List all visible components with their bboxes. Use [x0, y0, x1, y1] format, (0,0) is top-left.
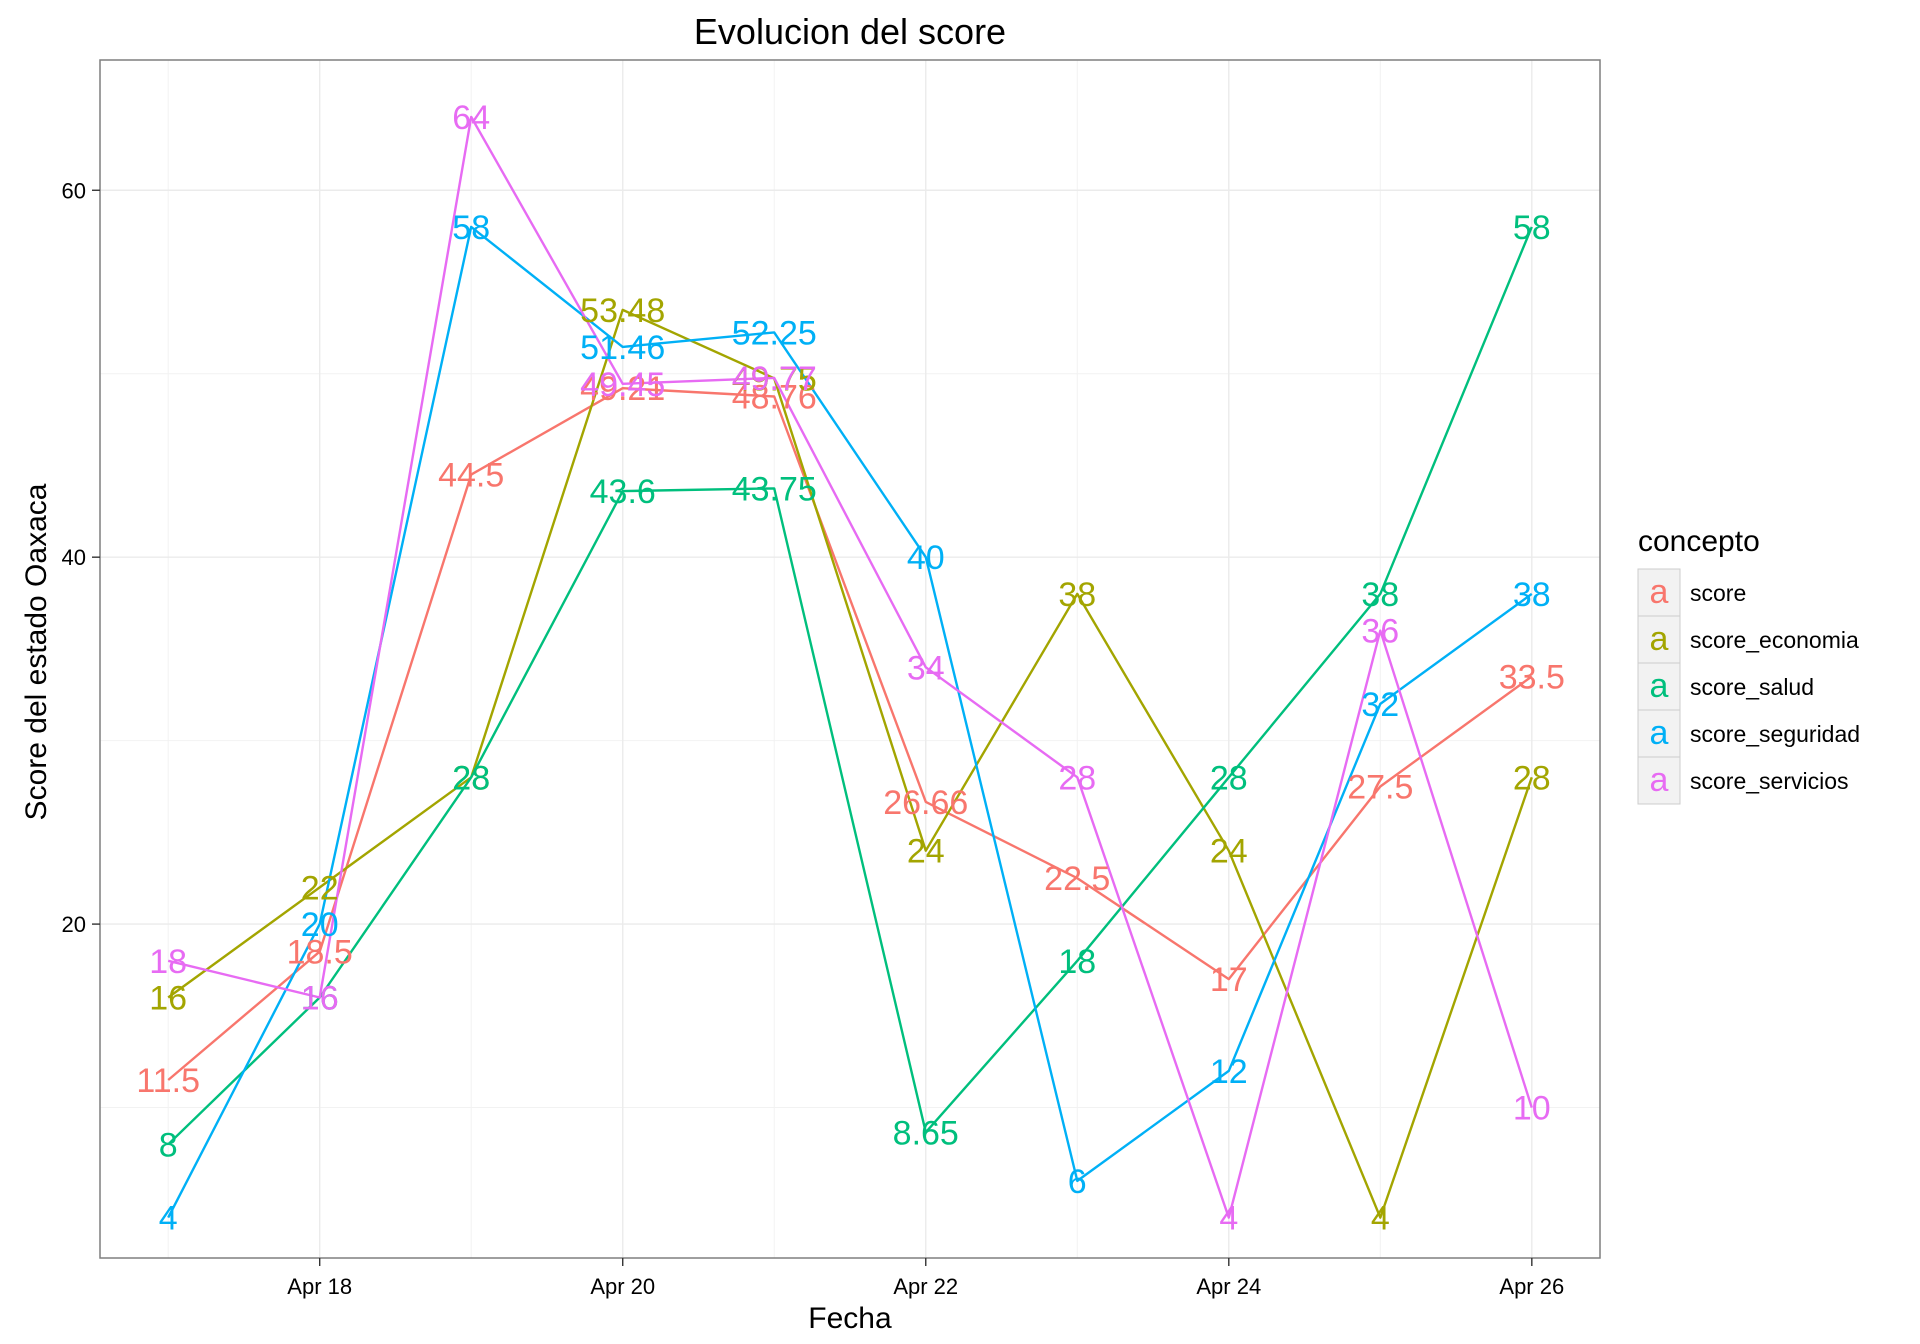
- x-tick-label: Apr 20: [590, 1274, 655, 1299]
- data-label-score_servicios: 28: [1058, 759, 1096, 797]
- data-label-score_economia: 49.75: [732, 360, 817, 398]
- data-label-score_seguridad: 12: [1210, 1053, 1248, 1091]
- data-label-score: 18.5: [287, 934, 353, 972]
- series-line-score_seguridad: [167, 225, 1533, 1219]
- data-label-score_seguridad: 38: [1513, 576, 1551, 614]
- minor-gridlines: [100, 60, 1600, 1258]
- series-data-labels: 11.5 18.5 44.5 49.21 48.76 26.66 22.5 17 27.5 33.…: [136, 99, 1565, 1238]
- data-label-score: 48.76: [732, 378, 817, 416]
- legend-label-score_seguridad: score_seguridad: [1690, 721, 1860, 747]
- data-label-score_economia: 16: [149, 979, 187, 1017]
- legend-title: concepto: [1638, 525, 1760, 558]
- data-label-score: 49.21: [580, 370, 665, 408]
- data-label-score_servicios: 18: [149, 943, 187, 981]
- data-label-score_salud: 43.6: [590, 473, 656, 511]
- data-label-score_servicios: 36: [1361, 613, 1399, 651]
- y-tick-label: 40: [62, 545, 86, 570]
- data-label-score_seguridad: 40: [907, 539, 945, 577]
- data-label-score: 11.5: [136, 1062, 200, 1100]
- data-label-score_servicios: 4: [1219, 1200, 1238, 1238]
- data-label-score_seguridad: 6: [1068, 1163, 1087, 1201]
- y-tick-label: 20: [62, 912, 86, 937]
- data-label-score: 22.5: [1044, 860, 1110, 898]
- data-label-score: 27.5: [1347, 769, 1413, 807]
- major-gridlines: [100, 60, 1600, 1258]
- x-tick-label: Apr 22: [893, 1274, 958, 1299]
- x-tick-label: Apr 26: [1499, 1274, 1564, 1299]
- data-label-score_salud: 43.75: [732, 470, 817, 508]
- data-label-score_salud: 28: [452, 759, 490, 797]
- data-label-score_seguridad: 52.25: [732, 314, 817, 352]
- series-lines: [167, 115, 1533, 1219]
- data-label-score_servicios: 10: [1513, 1090, 1551, 1128]
- legend-label-score_servicios: score_servicios: [1690, 768, 1849, 794]
- data-label-score_economia: 4: [1371, 1200, 1390, 1238]
- plot-border: [99, 59, 1601, 1259]
- data-label-score_economia: 53.48: [580, 292, 665, 330]
- data-label-score_salud: 28: [1210, 759, 1248, 797]
- data-label-score: 33.5: [1499, 658, 1565, 696]
- data-label-score_economia: 24: [907, 833, 945, 871]
- legend-label-score_salud: score_salud: [1690, 674, 1814, 700]
- data-label-score_salud: 38: [1361, 576, 1399, 614]
- legend-key-glyph: a: [1650, 714, 1669, 752]
- data-label-score_servicios: 34: [907, 649, 945, 687]
- series-line-score_salud: [167, 226, 1533, 1146]
- data-label-score_economia: 28: [1513, 759, 1551, 797]
- legend-key-glyph: a: [1650, 761, 1669, 799]
- data-label-score: 17: [1210, 961, 1248, 999]
- data-label-score_seguridad: 32: [1361, 686, 1399, 724]
- legend-key-glyph: a: [1650, 573, 1669, 611]
- legend-key-glyph: a: [1650, 667, 1669, 705]
- data-label-score_salud: 8: [159, 1126, 178, 1164]
- chart-title: Evolucion del score: [694, 11, 1006, 52]
- data-label-score_servicios: 49.77: [732, 360, 817, 398]
- data-label-score_salud: 8.65: [893, 1114, 959, 1152]
- data-label-score_salud: 16: [301, 979, 339, 1017]
- series-line-score: [167, 387, 1533, 1081]
- data-label-score_seguridad: 4: [159, 1200, 178, 1238]
- data-label-score_economia: 24: [1210, 833, 1248, 871]
- y-axis: 20 40 60: [62, 178, 100, 937]
- data-label-score_economia: 28: [452, 759, 490, 797]
- x-axis: Apr 18 Apr 20 Apr 22 Apr 24 Apr 26: [287, 1258, 1564, 1299]
- data-label-score_salud: 18: [1058, 943, 1096, 981]
- y-tick-label: 60: [62, 178, 86, 203]
- x-tick-label: Apr 18: [287, 1274, 352, 1299]
- data-label-score_servicios: 16: [301, 979, 339, 1017]
- x-tick-label: Apr 24: [1196, 1274, 1261, 1299]
- plot-background: [100, 60, 1600, 1258]
- data-label-score_seguridad: 20: [301, 906, 339, 944]
- data-label-score_economia: 22: [301, 869, 339, 907]
- legend-key-glyph: a: [1650, 620, 1669, 658]
- legend-key-box: [1637, 756, 1681, 805]
- data-label-score_salud: 58: [1513, 209, 1551, 247]
- data-label-score: 26.66: [883, 784, 968, 822]
- series-line-score_servicios: [167, 115, 1533, 1219]
- series-line-score_economia: [167, 308, 1533, 1219]
- x-axis-title: Fecha: [808, 1302, 892, 1335]
- data-label-score_seguridad: 58: [452, 209, 490, 247]
- data-label-score_economia: 38: [1058, 576, 1096, 614]
- y-axis-title: Score del estado Oaxaca: [20, 483, 53, 820]
- data-label-score_seguridad: 51.46: [580, 329, 665, 367]
- legend-label-score_economia: score_economia: [1690, 627, 1859, 653]
- data-label-score: 44.5: [438, 457, 504, 495]
- legend-label-score: score: [1690, 580, 1746, 606]
- data-label-score_servicios: 49.45: [580, 366, 665, 404]
- data-label-score_servicios: 64: [452, 99, 490, 137]
